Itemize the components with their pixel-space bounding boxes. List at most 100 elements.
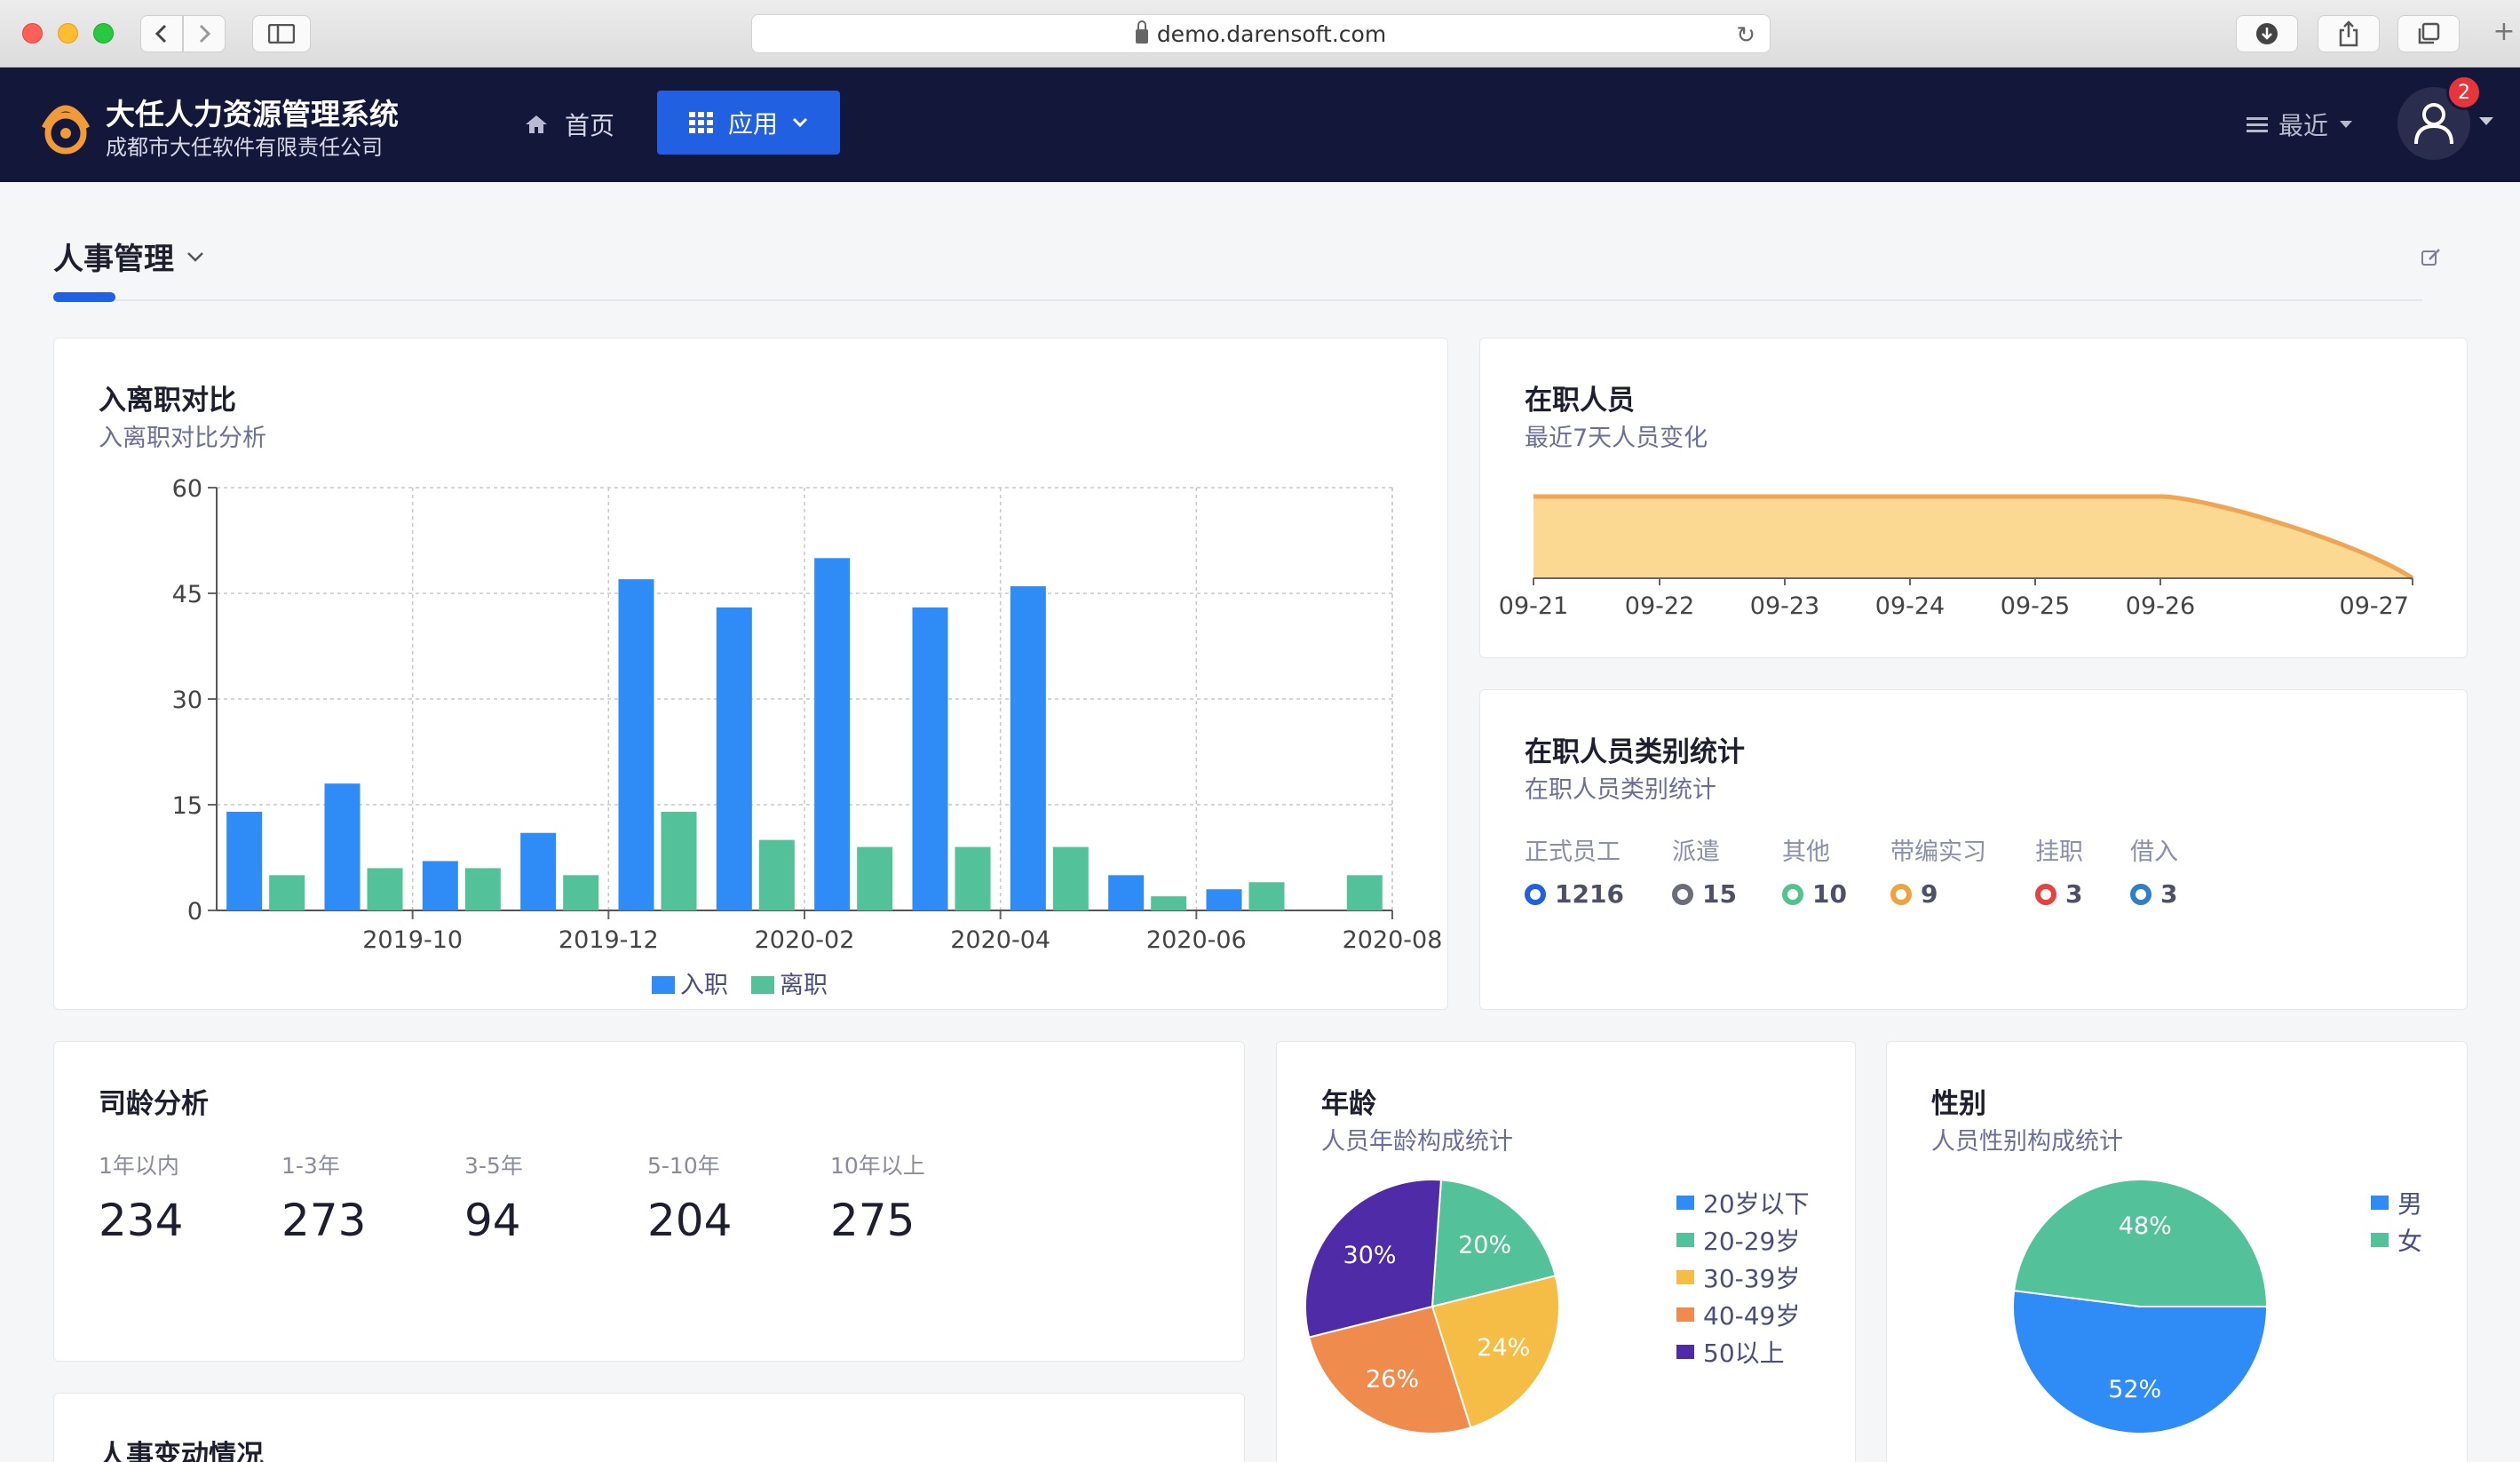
bar-hire — [1206, 889, 1242, 910]
user-menu-caret-icon[interactable] — [2479, 117, 2493, 125]
bar-leave — [955, 846, 991, 910]
legend-item: 女 — [2371, 1221, 2422, 1259]
legend-item: 20-29岁 — [1676, 1221, 1810, 1259]
bar-hire — [618, 579, 654, 910]
tenure-stat-value: 94 — [464, 1195, 521, 1246]
legend-item: 40-49岁 — [1676, 1296, 1810, 1333]
tenure-stats-row: 1年以内 234 1-3年 273 3-5年 94 5-10年 204 10年以上 275 — [99, 1148, 1164, 1282]
maximize-window-button[interactable] — [93, 23, 114, 44]
lock-icon — [1135, 20, 1148, 44]
category-stat: 借入 3 — [2130, 832, 2178, 909]
reload-icon[interactable]: ↻ — [1736, 22, 1755, 49]
legend-label: 离职 — [780, 972, 828, 999]
new-tab-icon[interactable]: + — [2492, 16, 2516, 47]
bar-leave — [563, 875, 599, 910]
card-subtitle: 人员性别构成统计 — [1931, 1128, 2123, 1156]
bar-hire — [324, 783, 361, 910]
x-tick-label: 2020-08 — [1343, 926, 1443, 954]
tenure-stat: 1-3年 273 — [281, 1148, 366, 1246]
card-title: 在职人员类别统计 — [1525, 736, 1745, 768]
x-tick-label: 09-22 — [1625, 592, 1694, 620]
category-stat-value: 9 — [1890, 879, 1986, 909]
nav-apps-label: 应用 — [727, 109, 778, 139]
bar-leave — [758, 839, 795, 910]
chevron-left-icon — [155, 24, 167, 44]
tenure-stat-label: 1年以内 — [99, 1153, 179, 1179]
legend-swatch — [1676, 1307, 1694, 1322]
recent-menu[interactable]: 最近 — [2247, 107, 2353, 142]
nav-home[interactable]: 首页 — [524, 107, 614, 142]
section-title[interactable]: 人事管理 — [53, 234, 204, 278]
app-header: 大任人力资源管理系统 成都市大任软件有限责任公司 首页 应用 最近 2 — [0, 68, 2520, 182]
chevron-right-icon — [199, 24, 211, 44]
section-divider — [53, 299, 2422, 301]
category-stat-label: 正式员工 — [1525, 838, 1621, 866]
category-stat-label: 借入 — [2130, 838, 2178, 866]
y-tick-label: 60 — [172, 475, 202, 503]
card-title: 入离职对比 — [99, 385, 236, 417]
area-fill — [1533, 497, 2413, 578]
chevron-down-icon — [187, 251, 203, 262]
pie-slice — [1430, 1179, 1557, 1308]
download-icon — [2256, 23, 2278, 44]
user-icon — [2414, 103, 2453, 145]
legend-swatch — [1676, 1233, 1694, 1247]
y-tick-label: 0 — [187, 898, 202, 926]
bar-leave — [1248, 882, 1285, 910]
tenure-stat: 3-5年 94 — [464, 1148, 523, 1246]
sidebar-toggle-button[interactable] — [252, 15, 311, 52]
forward-button[interactable] — [183, 15, 226, 52]
tabs-overview-button[interactable] — [2397, 15, 2460, 52]
pie-slice — [2012, 1289, 2269, 1434]
back-button[interactable] — [140, 15, 183, 52]
tenure-card: 司龄分析 1年以内 234 1-3年 273 3-5年 94 5-10年 204 10年以上 27… — [53, 1041, 1245, 1362]
card-title: 人事变动情况 — [99, 1440, 264, 1462]
share-button[interactable] — [2318, 15, 2380, 52]
pie-label: 24% — [1477, 1334, 1530, 1362]
minimize-window-button[interactable] — [58, 23, 78, 44]
status-ring-icon — [1890, 883, 1912, 905]
sidebar-icon — [268, 24, 295, 44]
x-tick-label: 09-27 — [2340, 592, 2409, 620]
category-stat-value: 15 — [1672, 879, 1737, 909]
tenure-stat-value: 204 — [647, 1195, 733, 1246]
bar-hire — [814, 558, 851, 910]
bar-leave — [269, 875, 305, 910]
category-stat: 其他 10 — [1782, 832, 1847, 909]
x-tick-label: 2019-12 — [559, 926, 659, 954]
edit-icon[interactable] — [2421, 247, 2442, 268]
bar-leave — [1346, 875, 1383, 910]
notification-badge: 2 — [2446, 75, 2482, 110]
app-subtitle: 成都市大任软件有限责任公司 — [106, 135, 383, 160]
pie-label: 48% — [2119, 1212, 2172, 1240]
category-stat-number: 10 — [1812, 879, 1847, 909]
legend-item: 男 — [2371, 1184, 2422, 1221]
status-ring-icon — [2035, 883, 2056, 905]
bar-hire — [422, 861, 458, 910]
age-legend: 20岁以下 20-29岁 30-39岁 40-49岁 50以上 — [1676, 1184, 1810, 1371]
x-tick-label: 09-26 — [2126, 592, 2195, 620]
legend-label: 男 — [2397, 1189, 2423, 1219]
category-stat-value: 3 — [2035, 879, 2083, 909]
legend-label: 40-49岁 — [1703, 1301, 1801, 1331]
category-stat-number: 15 — [1702, 879, 1737, 909]
bar-leave — [857, 846, 893, 910]
chevron-down-icon — [792, 117, 808, 128]
downloads-button[interactable] — [2236, 15, 2298, 52]
card-title: 性别 — [1931, 1088, 1986, 1120]
close-window-button[interactable] — [22, 23, 43, 44]
share-icon — [2339, 20, 2358, 47]
pie-label: 52% — [2108, 1376, 2161, 1403]
on-job-card: 在职人员 最近7天人员变化 09-21 09-22 09-23 09-24 09-25 0… — [1479, 338, 2468, 658]
hire-leave-bar-chart: 0 15 30 45 60 2019-10 2019-12 2020-02 2020-04 202… — [172, 475, 1443, 999]
status-ring-icon — [2130, 883, 2152, 905]
gender-card: 性别 人员性别构成统计 52% 48% 男女 — [1886, 1041, 2468, 1462]
tenure-stat-label: 5-10年 — [647, 1153, 720, 1179]
bar-hire — [520, 832, 557, 910]
nav-apps-button[interactable]: 应用 — [657, 91, 840, 155]
category-stat-value: 10 — [1782, 879, 1847, 909]
address-bar[interactable]: demo.darensoft.com ↻ — [751, 14, 1771, 53]
caret-down-icon — [2340, 121, 2353, 128]
legend-item: 50以上 — [1676, 1333, 1810, 1371]
tenure-stat-label: 1-3年 — [281, 1153, 340, 1179]
